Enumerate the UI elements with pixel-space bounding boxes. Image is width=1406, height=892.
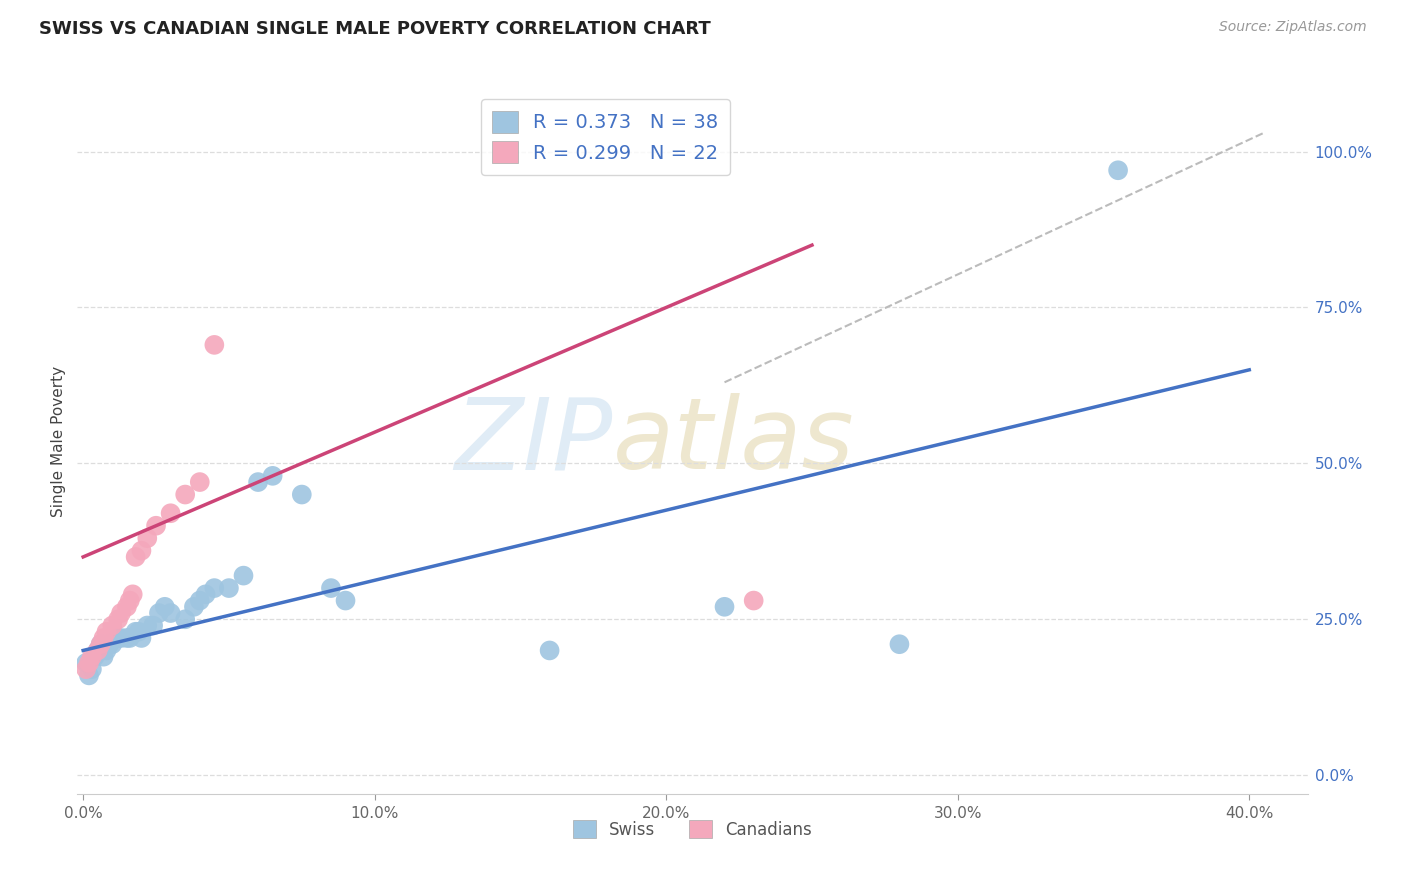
Point — [174, 487, 197, 501]
Point — [98, 637, 121, 651]
Point — [131, 631, 153, 645]
Point — [115, 599, 138, 614]
Point — [110, 606, 132, 620]
Point — [77, 668, 100, 682]
Point — [80, 649, 103, 664]
Point — [118, 593, 141, 607]
Point — [202, 581, 225, 595]
Point — [183, 599, 205, 614]
Point — [136, 618, 159, 632]
Point — [142, 618, 165, 632]
Point — [262, 468, 284, 483]
Point — [107, 612, 129, 626]
Text: ZIP: ZIP — [454, 393, 613, 490]
Point — [148, 606, 170, 620]
Text: SWISS VS CANADIAN SINGLE MALE POVERTY CORRELATION CHART: SWISS VS CANADIAN SINGLE MALE POVERTY CO… — [39, 20, 711, 37]
Point — [124, 624, 146, 639]
Point — [889, 637, 911, 651]
Point — [202, 338, 225, 352]
Point — [194, 587, 217, 601]
Point — [80, 662, 103, 676]
Point — [83, 649, 105, 664]
Point — [1107, 163, 1129, 178]
Point — [115, 631, 138, 645]
Point — [159, 606, 181, 620]
Point — [742, 593, 765, 607]
Point — [110, 631, 132, 645]
Point — [101, 618, 124, 632]
Point — [90, 637, 112, 651]
Point — [174, 612, 197, 626]
Legend: Swiss, Canadians: Swiss, Canadians — [567, 814, 818, 846]
Text: Source: ZipAtlas.com: Source: ZipAtlas.com — [1219, 20, 1367, 34]
Point — [232, 568, 254, 582]
Point — [188, 593, 211, 607]
Point — [145, 518, 167, 533]
Point — [96, 643, 118, 657]
Point — [87, 643, 110, 657]
Point — [159, 506, 181, 520]
Point — [319, 581, 342, 595]
Point — [124, 549, 146, 564]
Point — [128, 624, 150, 639]
Point — [93, 649, 115, 664]
Point — [87, 643, 110, 657]
Point — [538, 643, 561, 657]
Point — [93, 631, 115, 645]
Point — [101, 637, 124, 651]
Point — [218, 581, 240, 595]
Point — [90, 637, 112, 651]
Point — [131, 543, 153, 558]
Point — [75, 662, 97, 676]
Point — [118, 631, 141, 645]
Point — [247, 475, 270, 489]
Y-axis label: Single Male Poverty: Single Male Poverty — [51, 366, 66, 517]
Point — [136, 531, 159, 545]
Point — [77, 656, 100, 670]
Point — [96, 624, 118, 639]
Text: atlas: atlas — [613, 393, 853, 490]
Point — [121, 587, 143, 601]
Point — [107, 631, 129, 645]
Point — [713, 599, 735, 614]
Point — [75, 656, 97, 670]
Point — [153, 599, 176, 614]
Point — [335, 593, 357, 607]
Point — [188, 475, 211, 489]
Point — [291, 487, 314, 501]
